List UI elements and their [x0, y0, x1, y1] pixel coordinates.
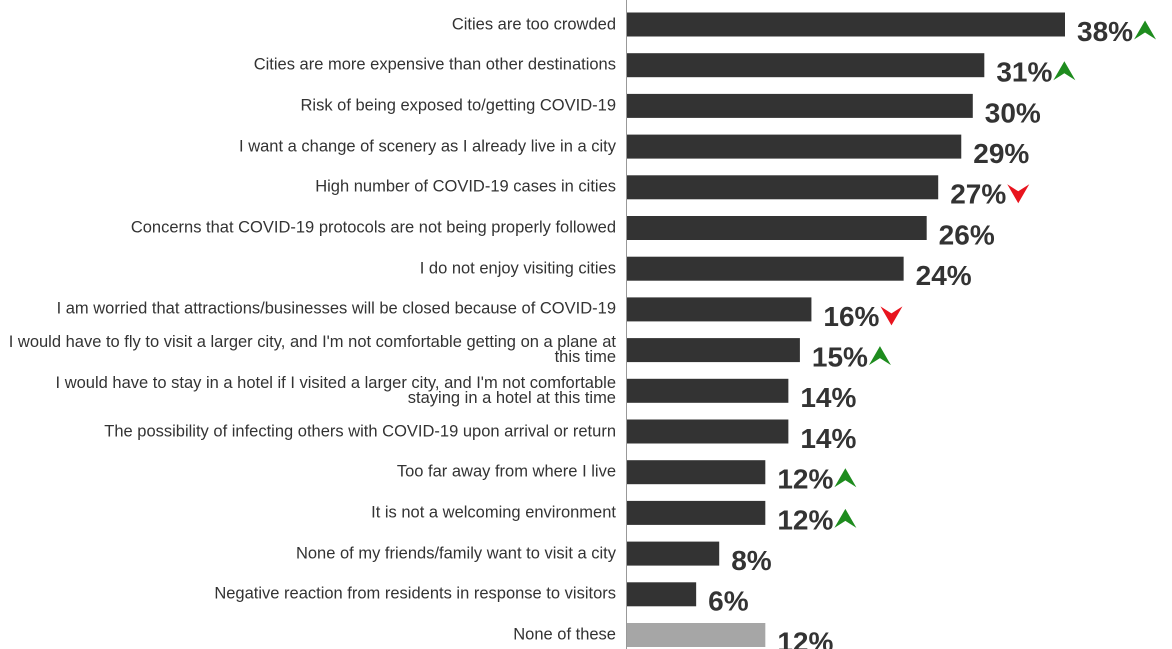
value-label: 26%	[939, 219, 995, 250]
trend-arrow	[1134, 20, 1157, 40]
value-label: 12%	[777, 504, 833, 535]
value-label: 15%	[812, 341, 868, 372]
value-label: 14%	[800, 423, 856, 454]
category-label: Cities are more expensive than other des…	[253, 55, 616, 74]
bar	[627, 582, 697, 607]
value-label: 30%	[985, 97, 1041, 128]
category-label: It is not a welcoming environment	[371, 503, 616, 522]
bar	[627, 541, 720, 566]
category-label: I am worried that attractions/businesses…	[56, 299, 616, 318]
value-label: 14%	[800, 382, 856, 413]
category-label: Risk of being exposed to/getting COVID-1…	[300, 96, 616, 115]
value-label: 6%	[708, 586, 749, 617]
category-label: High number of COVID-19 cases in cities	[315, 177, 616, 196]
bar	[627, 93, 973, 118]
value-label: 16%	[823, 301, 879, 332]
value-label: 8%	[731, 545, 772, 576]
value-label: 31%	[996, 57, 1052, 88]
category-label: Concerns that COVID-19 protocols are not…	[130, 218, 616, 237]
value-label: 29%	[973, 138, 1029, 169]
category-label: I would have to fly to visit a larger ci…	[8, 333, 616, 367]
bar	[627, 12, 1065, 37]
trend-arrow	[1053, 61, 1076, 81]
category-label: The possibility of infecting others with…	[104, 422, 616, 440]
category-label: I would have to stay in a hotel if I vis…	[55, 373, 616, 407]
category-label: I want a change of scenery as I already …	[239, 137, 616, 156]
value-label: 12%	[777, 464, 833, 495]
trend-arrow	[880, 306, 903, 326]
category-label: Too far away from where I live	[396, 462, 616, 481]
bar	[627, 53, 985, 78]
category-label: Cities are too crowded	[451, 15, 616, 33]
bar	[627, 500, 766, 525]
bar	[627, 175, 939, 200]
trend-arrow	[834, 468, 857, 488]
value-label: 24%	[916, 260, 972, 291]
category-label: None of my friends/family want to visit …	[295, 544, 616, 563]
value-label: 12%	[777, 626, 833, 649]
category-label: I do not enjoy visiting cities	[419, 259, 616, 278]
category-label: Negative reaction from residents in resp…	[214, 584, 616, 603]
trend-arrow	[1007, 184, 1030, 204]
category-label: None of these	[513, 625, 616, 644]
bar	[627, 134, 962, 159]
bar	[627, 338, 800, 363]
bar	[627, 623, 766, 647]
bar	[627, 256, 904, 281]
bar	[627, 419, 789, 444]
bar	[627, 378, 789, 403]
trend-arrow	[834, 508, 857, 528]
value-label: 38%	[1077, 16, 1133, 47]
bar	[627, 297, 812, 322]
value-label: 27%	[950, 179, 1006, 210]
trend-arrow	[868, 346, 891, 366]
bar	[627, 216, 927, 240]
bar	[627, 460, 766, 485]
